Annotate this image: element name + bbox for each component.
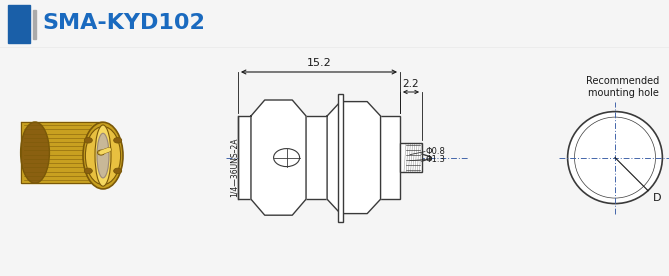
Ellipse shape: [86, 127, 120, 185]
Bar: [400, 143, 422, 172]
Ellipse shape: [274, 148, 300, 167]
Text: 2.2: 2.2: [403, 79, 419, 89]
Ellipse shape: [114, 137, 122, 143]
Text: 1/4—36UNS–2A: 1/4—36UNS–2A: [229, 138, 239, 197]
Bar: [339, 94, 343, 222]
Text: Recommended
mounting hole: Recommended mounting hole: [586, 76, 659, 98]
Ellipse shape: [95, 125, 111, 186]
Ellipse shape: [98, 150, 104, 155]
Ellipse shape: [21, 122, 50, 183]
Polygon shape: [327, 102, 381, 214]
Ellipse shape: [114, 168, 122, 174]
Polygon shape: [21, 122, 103, 183]
Bar: [238, 116, 400, 199]
Ellipse shape: [97, 133, 109, 178]
Ellipse shape: [84, 168, 92, 174]
Text: 15.2: 15.2: [306, 58, 331, 68]
Polygon shape: [251, 100, 306, 215]
Ellipse shape: [84, 137, 92, 143]
Text: D: D: [653, 193, 661, 203]
Text: SMA-KYD102: SMA-KYD102: [42, 13, 205, 33]
Bar: [33, 10, 36, 39]
Bar: [8, 5, 30, 43]
Text: Φ1.3: Φ1.3: [426, 155, 446, 164]
Ellipse shape: [575, 117, 656, 198]
Ellipse shape: [567, 112, 662, 204]
Text: Φ0.8: Φ0.8: [426, 147, 446, 156]
Ellipse shape: [83, 122, 123, 189]
